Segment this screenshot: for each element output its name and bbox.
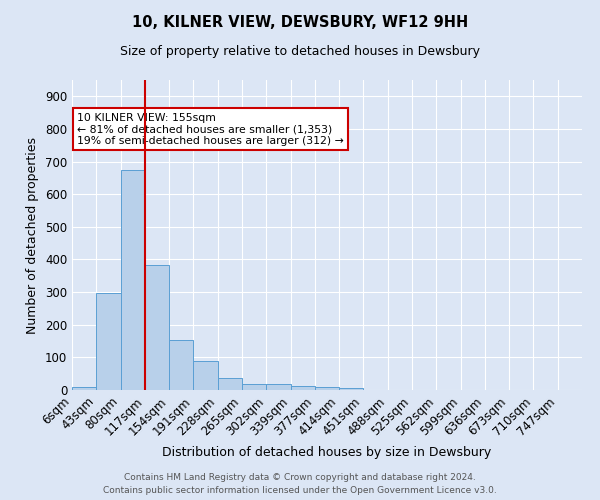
Text: Size of property relative to detached houses in Dewsbury: Size of property relative to detached ho…: [120, 45, 480, 58]
Bar: [315, 388, 339, 390]
Bar: [218, 378, 242, 390]
Text: 10 KILNER VIEW: 155sqm
← 81% of detached houses are smaller (1,353)
19% of semi-: 10 KILNER VIEW: 155sqm ← 81% of detached…: [77, 112, 344, 146]
Bar: [193, 360, 218, 390]
Bar: [242, 384, 266, 390]
Text: Contains HM Land Registry data © Crown copyright and database right 2024.: Contains HM Land Registry data © Crown c…: [124, 474, 476, 482]
Bar: [145, 265, 169, 390]
Bar: [266, 384, 290, 390]
X-axis label: Distribution of detached houses by size in Dewsbury: Distribution of detached houses by size …: [163, 446, 491, 459]
Text: 10, KILNER VIEW, DEWSBURY, WF12 9HH: 10, KILNER VIEW, DEWSBURY, WF12 9HH: [132, 15, 468, 30]
Bar: [169, 340, 193, 390]
Bar: [72, 388, 96, 390]
Bar: [96, 293, 121, 390]
Bar: [290, 386, 315, 390]
Bar: [121, 170, 145, 390]
Y-axis label: Number of detached properties: Number of detached properties: [26, 136, 40, 334]
Bar: [339, 388, 364, 390]
Text: Contains public sector information licensed under the Open Government Licence v3: Contains public sector information licen…: [103, 486, 497, 495]
